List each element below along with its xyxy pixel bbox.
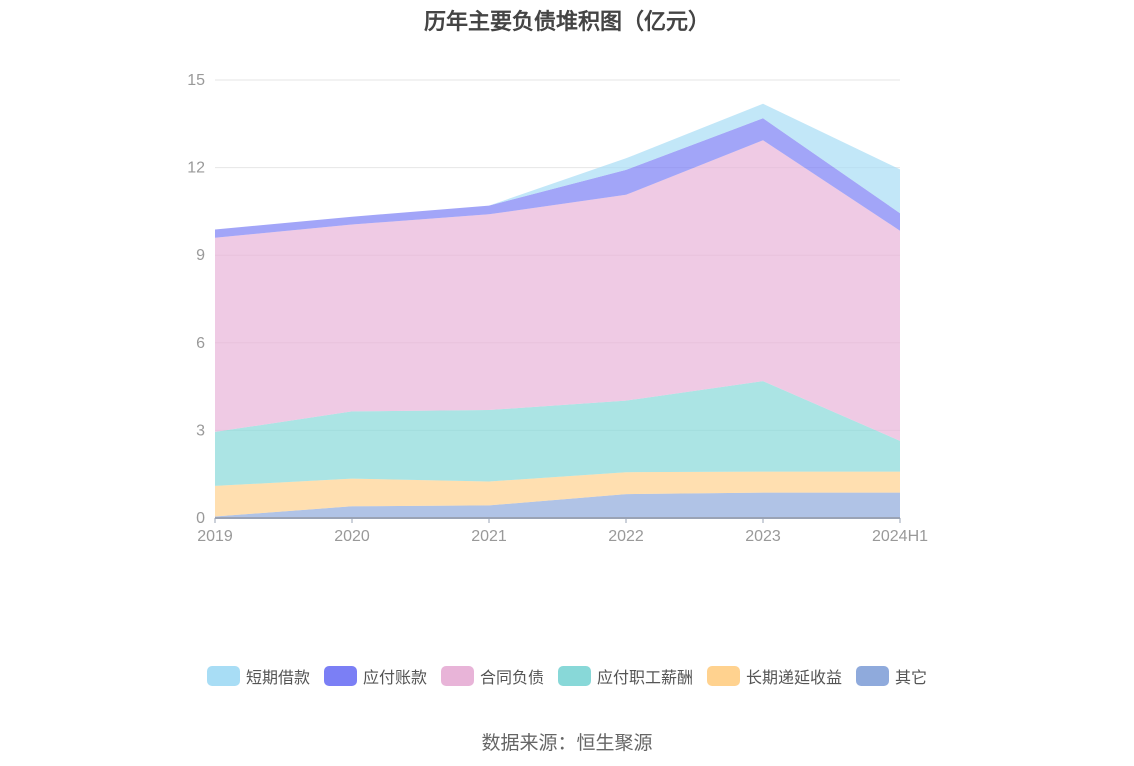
stacked-area-chart: 0 3 6 9 12 15 2019 2020 2021 2022 2023 2024H1 [187, 72, 928, 545]
x-tick-label: 2022 [608, 528, 644, 545]
legend-item[interactable]: 长期递延收益 [707, 664, 842, 688]
x-tick-label: 2021 [471, 528, 507, 545]
data-source: 数据来源：恒生聚源 [481, 733, 653, 754]
y-tick-label: 12 [187, 160, 205, 177]
legend-swatch [856, 666, 890, 686]
x-tick-label: 2019 [197, 528, 233, 545]
legend-swatch [323, 666, 357, 686]
area-series-1 [215, 471, 900, 517]
legend-label: 合同负债 [479, 670, 544, 687]
x-tick-label: 2023 [745, 528, 781, 545]
area-series-0 [215, 492, 900, 518]
legend-item[interactable]: 短期借款 [206, 664, 310, 688]
legend-swatch [440, 666, 474, 686]
legend-label: 其它 [895, 670, 928, 687]
legend-item[interactable]: 其它 [856, 664, 927, 688]
legend-item[interactable]: 应付职工薪酬 [558, 664, 693, 688]
chart-title: 历年主要负债堆积图（亿元） [423, 9, 710, 34]
legend-swatch [206, 666, 240, 686]
legend-swatch [707, 666, 741, 686]
y-tick-label: 15 [187, 72, 205, 89]
legend-label: 长期递延收益 [746, 670, 843, 687]
y-tick-label: 3 [196, 422, 205, 439]
area-series-2 [215, 381, 900, 486]
x-tick-label: 2024H1 [872, 528, 928, 545]
x-tick-label: 2020 [334, 528, 370, 545]
y-tick-label: 0 [196, 510, 205, 527]
area-series-3 [215, 140, 900, 441]
legend-label: 应付职工薪酬 [597, 670, 694, 687]
legend-label: 应付账款 [362, 670, 427, 687]
y-tick-label: 6 [196, 335, 205, 352]
legend: 短期借款 应付账款 合同负债 应付职工薪酬 长期递延收益 其它 [0, 664, 1134, 688]
legend-item[interactable]: 应付账款 [323, 664, 427, 688]
legend-swatch [558, 666, 591, 686]
legend-item[interactable]: 合同负债 [440, 664, 544, 688]
legend-label: 短期借款 [245, 670, 310, 687]
y-tick-label: 9 [196, 247, 205, 264]
area-series-4 [215, 118, 900, 238]
